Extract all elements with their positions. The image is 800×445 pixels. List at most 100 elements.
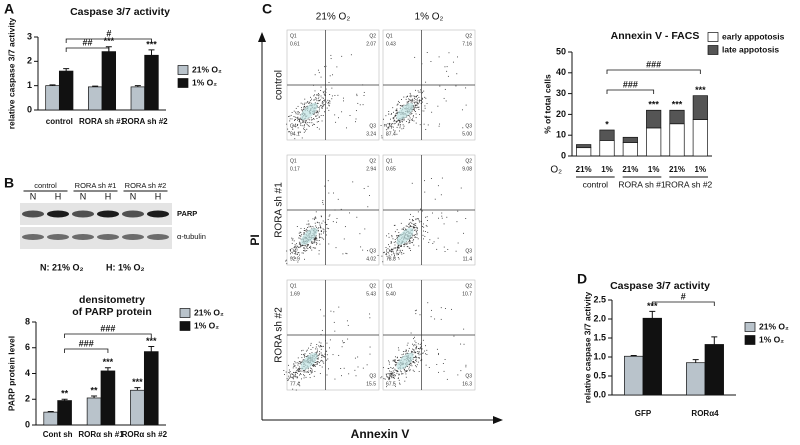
facs-dot — [315, 346, 317, 348]
facs-dot — [401, 244, 402, 246]
facs-dot — [408, 120, 410, 122]
y-tick-label: 4 — [25, 368, 30, 378]
facs-dot — [413, 120, 415, 122]
facs-dot — [465, 87, 467, 89]
facs-dot — [415, 111, 416, 113]
facs-dot — [346, 253, 348, 255]
facs-dot — [315, 247, 317, 249]
facs-dot — [424, 96, 426, 98]
facs-dot — [319, 362, 320, 364]
facs-dot — [404, 351, 406, 353]
facs-dot — [300, 102, 302, 104]
facs-dot — [313, 365, 315, 366]
facs-dot — [295, 246, 297, 248]
facs-dot — [321, 97, 323, 99]
facs-dot — [396, 369, 398, 371]
facs-dot — [397, 103, 399, 105]
legend-label: late appotosis — [722, 44, 779, 54]
facs-dot — [415, 219, 417, 221]
facs-dot — [395, 362, 397, 364]
facs-dot — [398, 373, 400, 375]
facs-dot — [295, 107, 297, 109]
facs-dot — [314, 74, 316, 76]
facs-dot — [461, 109, 463, 111]
facs-dot — [295, 243, 297, 245]
facs-dot — [391, 123, 393, 125]
quadrant-name: Q4 — [386, 123, 393, 129]
facs-dot — [395, 247, 397, 249]
quadrant-name: Q3 — [465, 373, 472, 379]
facs-dot — [418, 106, 420, 108]
facs-dot — [316, 351, 318, 353]
significance-bracket — [65, 47, 110, 52]
facs-dot — [391, 234, 393, 236]
facs-dot — [457, 210, 459, 212]
facs-dot — [413, 102, 415, 103]
facs-dot — [393, 375, 395, 377]
facs-dot — [303, 355, 305, 357]
facs-dot — [301, 125, 303, 127]
facs-dot — [342, 340, 343, 342]
facs-dot — [402, 118, 404, 120]
facs-dot — [411, 119, 413, 121]
facs-dot — [314, 239, 316, 241]
facs-dot — [312, 242, 314, 244]
facs-dot — [396, 121, 398, 123]
facs-dot — [360, 246, 362, 248]
facs-dot — [402, 121, 404, 123]
facs-dot — [390, 127, 392, 129]
facs-dot — [434, 198, 436, 200]
facs-dot — [317, 94, 318, 96]
legend-swatch — [179, 308, 191, 318]
facs-dot — [320, 236, 322, 238]
facs-dot — [422, 97, 423, 99]
facs-dot — [393, 241, 395, 243]
facs-dot — [403, 244, 405, 246]
facs-dot — [408, 239, 410, 241]
facs-dot — [296, 226, 298, 227]
facs-dot — [333, 321, 335, 323]
facs-dot — [315, 236, 317, 238]
facs-dot — [322, 355, 324, 357]
facs-dot — [296, 376, 298, 378]
facs-dot — [398, 349, 400, 351]
facs-dot — [364, 228, 366, 230]
facs-dot — [411, 113, 413, 114]
facs-dot — [303, 370, 305, 372]
facs-dot — [323, 231, 325, 233]
facs-dot — [415, 347, 417, 348]
facs-dot — [397, 120, 399, 121]
facs-dot — [412, 109, 414, 110]
facs-dot — [412, 118, 413, 120]
facs-dot — [391, 112, 393, 114]
facs-dot — [397, 247, 399, 248]
facs-dot — [302, 122, 304, 123]
facs-dot — [397, 124, 399, 126]
facs-dot — [310, 344, 312, 346]
facs-dot — [436, 248, 438, 250]
row-label: RORA sh #1 — [274, 182, 285, 238]
facs-dot — [303, 230, 305, 232]
facs-dot — [415, 347, 417, 349]
facs-dot — [417, 218, 419, 220]
facs-dot — [407, 118, 409, 120]
facs-dot — [396, 120, 398, 122]
quadrant-value: 0.61 — [290, 41, 300, 47]
facs-dot — [310, 370, 312, 372]
facs-dot — [318, 116, 320, 118]
facs-dot — [418, 103, 420, 105]
facs-dot — [395, 109, 397, 111]
facs-dot — [306, 250, 308, 252]
facs-dot — [298, 361, 300, 362]
facs-dot — [443, 223, 445, 225]
x-tick-label: GFP — [635, 409, 652, 418]
facs-dot — [311, 119, 313, 120]
facs-dot — [289, 371, 291, 372]
facs-dot — [393, 372, 395, 373]
facs-dot — [354, 357, 356, 359]
facs-dot — [399, 104, 401, 106]
facs-dot — [392, 367, 394, 369]
facs-dot — [387, 128, 389, 130]
facs-dot — [444, 359, 446, 360]
facs-dot — [318, 354, 320, 356]
